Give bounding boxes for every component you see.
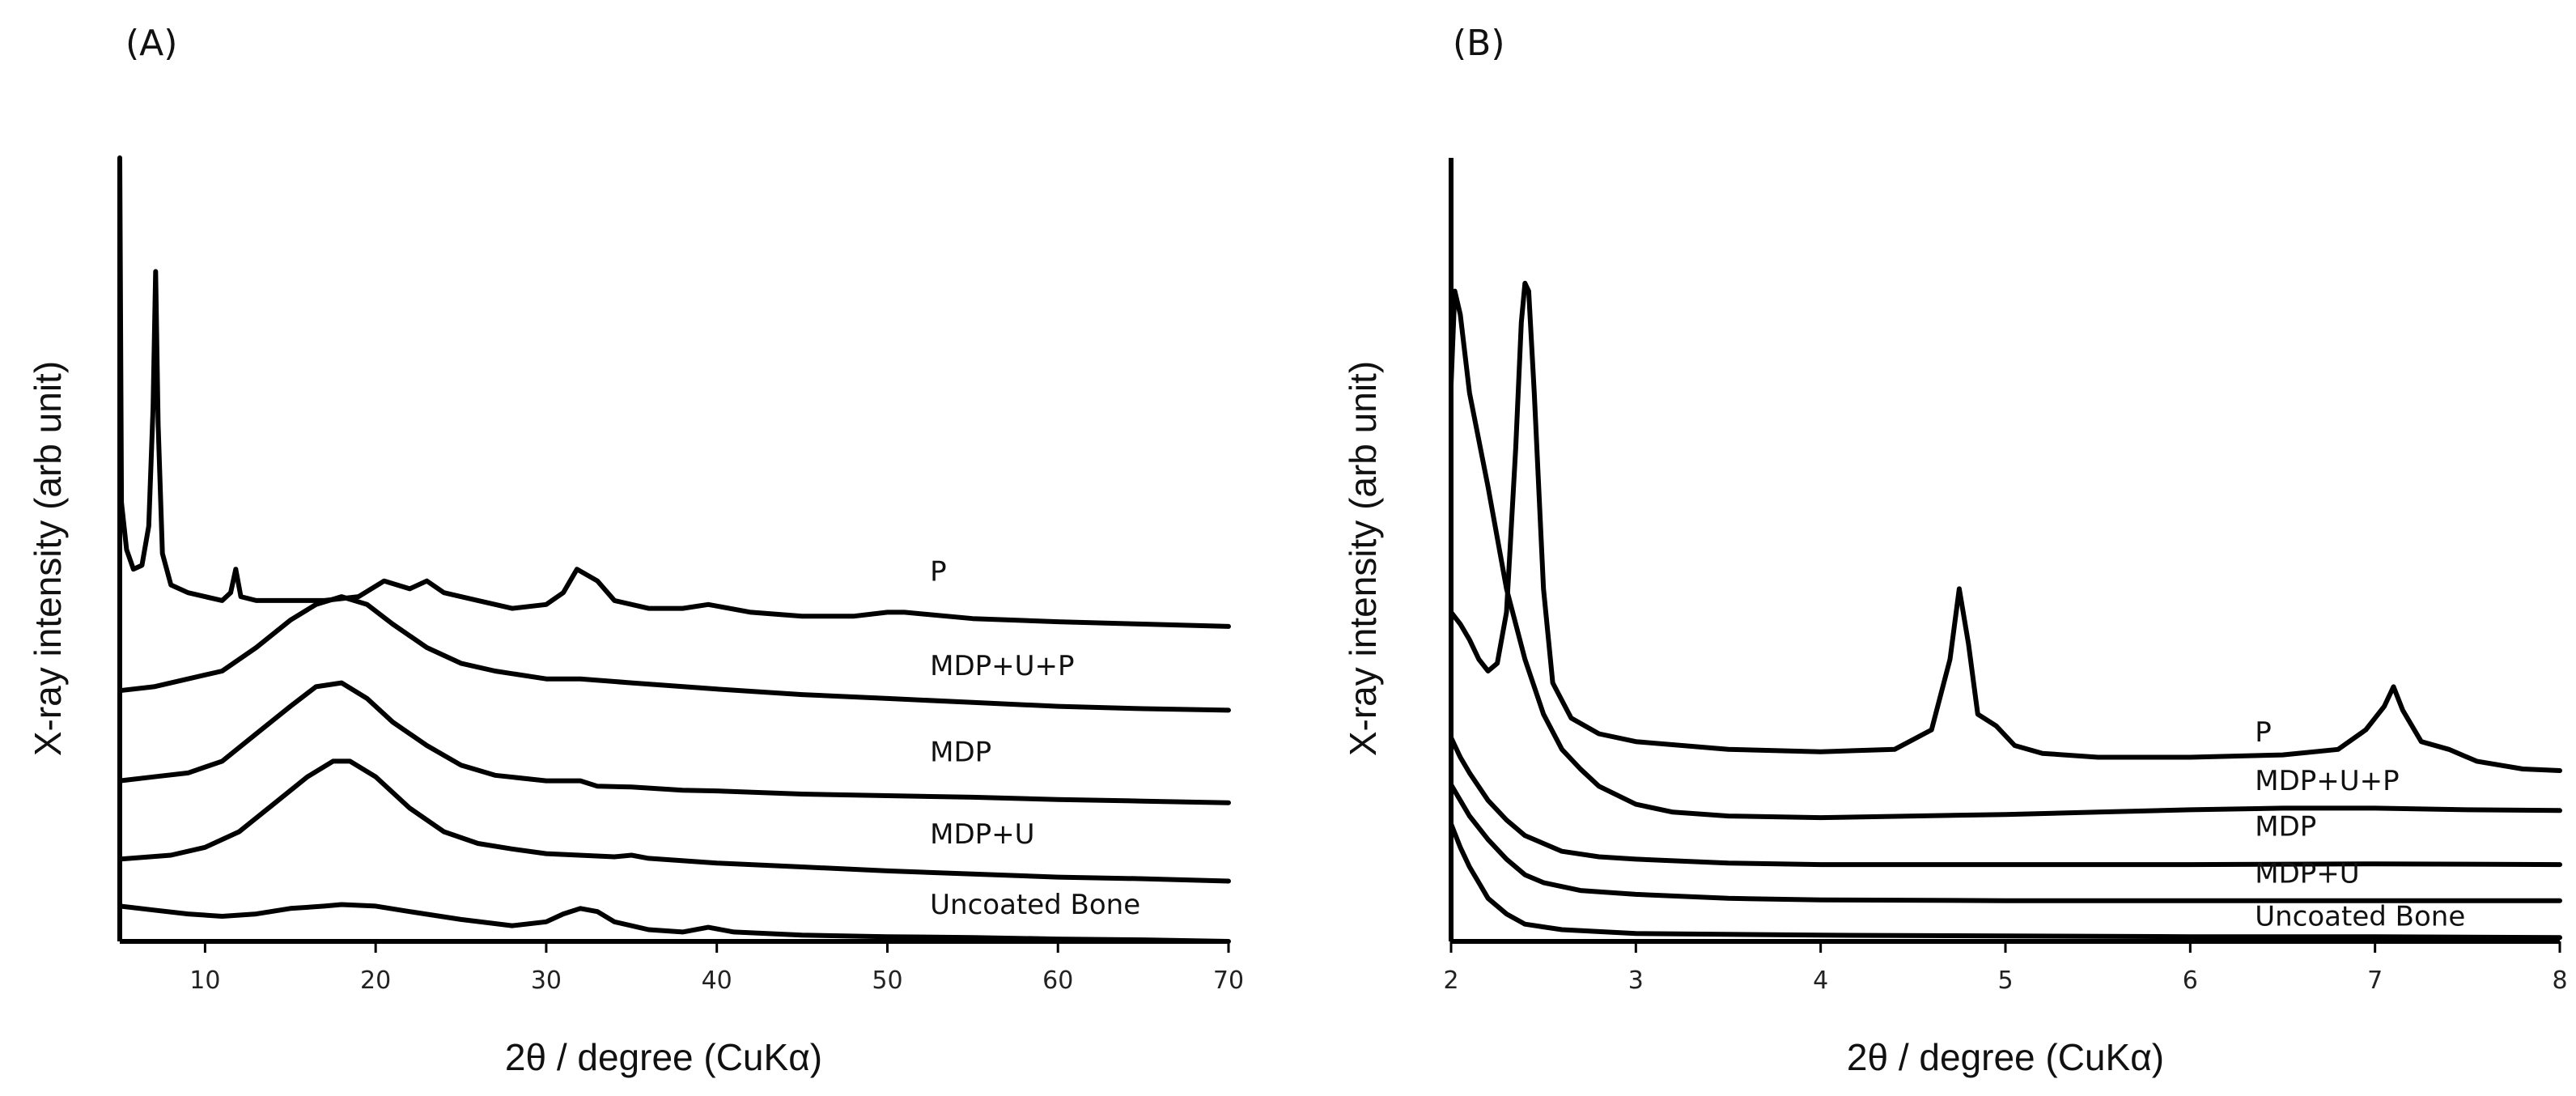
panel-b-x-tick-label: 2 (1443, 966, 1458, 995)
panel-b-x-tick-label: 6 (2183, 966, 2198, 995)
panel-a-series-label-mdp-u-p: MDP+U+P (930, 650, 1074, 682)
panel-a-series-mdp-u-p (117, 594, 1231, 713)
panel-a-x-tick-label: 40 (702, 966, 732, 995)
panel-a-x-tick-label: 30 (531, 966, 562, 995)
panel-b-x-tick-label: 3 (1628, 966, 1644, 995)
panel-b-series-label-mdp-u: MDP+U (2255, 857, 2359, 890)
panel-b-x-tick-label: 7 (2367, 966, 2383, 995)
panel-a-series-label-uncoated-bone: Uncoated Bone (930, 889, 1140, 921)
panel-b-x-tick-label: 8 (2552, 966, 2567, 995)
panel-a-ticks: 10 20 30 40 50 60 70 (189, 941, 1244, 995)
panel-b-label: (B) (1453, 23, 1505, 64)
panel-a-series-p (117, 155, 1231, 629)
panel-a-x-tick-label: 20 (360, 966, 391, 995)
panel-b-x-axis-label: 2θ / degree (CuKα) (1847, 1036, 2164, 1078)
panel-b-series-label-uncoated-bone: Uncoated Bone (2255, 901, 2465, 933)
panel-b-series-uncoated-bone (1449, 821, 2562, 941)
panel-a-series-label-mdp-u: MDP+U (930, 818, 1034, 851)
panel-a-y-axis-label: X-ray intensity (arb unit) (27, 361, 69, 756)
panel-a-series: P MDP+U+P MDP MDP+U Uncoated Bone (117, 155, 1231, 944)
panel-a-series-label-mdp: MDP (930, 736, 991, 768)
panel-a-series-label-p: P (930, 556, 947, 588)
panel-a-series-mdp-u (117, 758, 1231, 884)
panel-b-ticks: 2 3 4 5 6 7 8 (1443, 941, 2568, 995)
panel-a-x-tick-label: 70 (1213, 966, 1244, 995)
panel-b-series-mdp-u-p (1449, 288, 2562, 821)
panel-a-x-tick-label: 60 (1042, 966, 1073, 995)
panel-a-series-mdp (117, 680, 1231, 805)
panel-a-series-uncoated-bone (117, 902, 1231, 944)
panel-b-x-tick-label: 4 (1813, 966, 1828, 995)
panel-b-series-label-mdp-u-p: MDP+U+P (2255, 765, 2399, 797)
panel-b-series: P MDP+U+P MDP MDP+U Uncoated Bone (1449, 280, 2562, 941)
panel-b-series-p (1449, 280, 2562, 773)
panel-b-y-axis-label: X-ray intensity (arb unit) (1342, 361, 1384, 756)
panel-a-x-tick-label: 50 (872, 966, 902, 995)
panel-a-x-tick-label: 10 (189, 966, 220, 995)
panel-b-series-mdp-u (1449, 782, 2562, 903)
panel-b-x-tick-label: 5 (1997, 966, 2013, 995)
panel-b-series-label-p: P (2255, 716, 2272, 749)
panel-b: (B) X-ray intensity (arb unit) 2θ / degr… (1342, 23, 2568, 1078)
panel-b-series-mdp (1449, 735, 2562, 868)
panel-a-label: (A) (125, 23, 177, 64)
panel-a: (A) X-ray intensity (arb unit) 2θ / degr… (27, 23, 1244, 1078)
panel-a-x-axis-label: 2θ / degree (CuKα) (505, 1036, 822, 1078)
panel-b-series-label-mdp: MDP (2255, 810, 2316, 843)
